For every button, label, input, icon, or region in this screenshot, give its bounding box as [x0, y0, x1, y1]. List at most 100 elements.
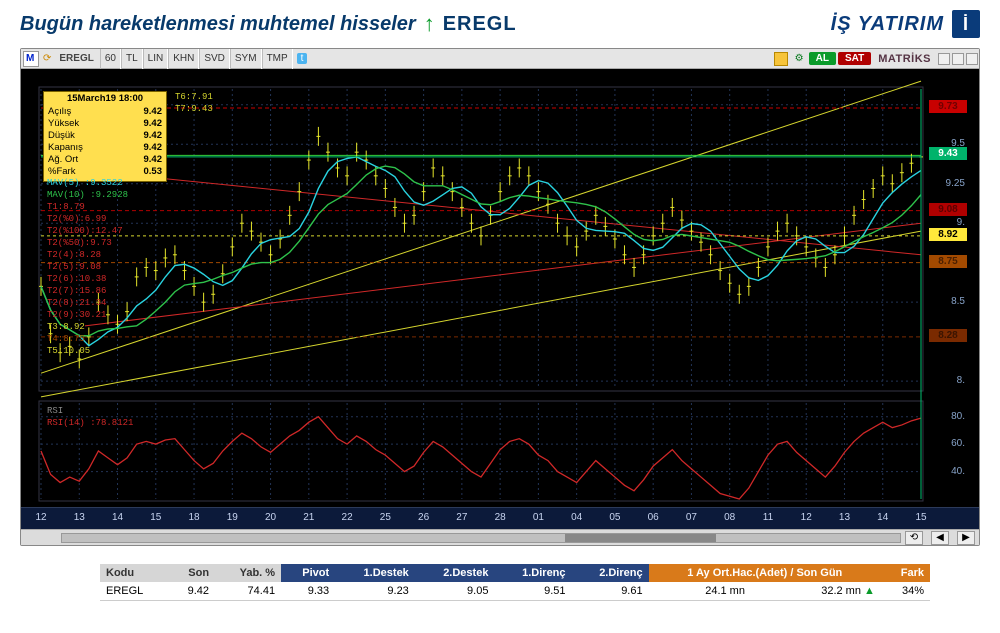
cell-d1: 9.23	[335, 582, 415, 601]
col-d1: 1.Destek	[335, 564, 415, 582]
page-header: Bugün hareketlenmesi muhtemel hisseler ↑…	[0, 0, 1000, 44]
cell-r2: 9.61	[572, 582, 649, 601]
minimize-icon[interactable]	[938, 53, 950, 65]
col-yab: Yab. %	[215, 564, 281, 582]
indicator-label: RSI(14) :78.8121	[47, 417, 133, 429]
date-tick: 27	[456, 512, 467, 523]
indicator-label: T2(4):8.28	[47, 249, 128, 261]
indicator-label: MAV(5) :9.3522	[47, 177, 128, 189]
maximize-icon[interactable]	[952, 53, 964, 65]
arrow-up-icon: ↑	[424, 11, 435, 37]
refresh-icon[interactable]: ⟳	[41, 53, 53, 64]
cell-h2: 32.2 mn ▲	[751, 582, 881, 601]
toolbar-btn-sym[interactable]: SYM	[230, 49, 262, 69]
date-tick: 14	[877, 512, 888, 523]
price-flag: 9.08	[929, 203, 967, 216]
chart-body[interactable]: 15March19 18:00 Açılış9.42Yüksek9.42Düşü…	[21, 69, 979, 529]
cell-kodu: EREGL	[100, 582, 169, 601]
scrollbar-thumb[interactable]	[565, 534, 716, 542]
col-fark: Fark	[881, 564, 930, 582]
date-tick: 26	[418, 512, 429, 523]
brand: İŞ YATIRIM İ	[831, 10, 980, 38]
price-flag: 9.43	[929, 147, 967, 160]
left-indicator-labels: MAV(5) :9.3522MAV(10) :9.2928T1:8.79T2(%…	[47, 177, 128, 357]
date-tick: 19	[227, 512, 238, 523]
y-tick: 9.	[957, 217, 965, 228]
scrollbar-track[interactable]	[61, 533, 901, 543]
date-tick: 07	[686, 512, 697, 523]
indicator-label: T2(9):30.21	[47, 309, 128, 321]
brand-logo-icon: İ	[952, 10, 980, 38]
page-title: Bugün hareketlenmesi muhtemel hisseler	[20, 13, 416, 36]
app-flag-icon	[23, 51, 39, 67]
date-tick: 04	[571, 512, 582, 523]
col-d2: 2.Destek	[415, 564, 495, 582]
indicator-label: T2(%100):12.47	[47, 225, 128, 237]
summary-data-row: EREGL 9.42 74.41 9.33 9.23 9.05 9.51 9.6…	[100, 582, 930, 601]
toolbar-btn-lin[interactable]: LIN	[143, 49, 169, 69]
rsi-tick: 80.	[951, 411, 965, 422]
cell-son: 9.42	[169, 582, 215, 601]
date-tick: 22	[342, 512, 353, 523]
toolbar-btn-tl[interactable]: TL	[121, 49, 143, 69]
col-pivot: Pivot	[281, 564, 335, 582]
indicator-label: T2(%0):6.99	[47, 213, 128, 225]
price-flag: 8.28	[929, 329, 967, 342]
close-icon[interactable]	[966, 53, 978, 65]
date-tick: 13	[839, 512, 850, 523]
sat-pill[interactable]: SAT	[838, 52, 871, 65]
matriks-brand: MATRİKS	[872, 53, 937, 65]
y-tick: 8.	[957, 375, 965, 386]
cell-pivot: 9.33	[281, 582, 335, 601]
ohlc-row: Ağ. Ort9.42	[48, 154, 162, 166]
al-pill[interactable]: AL	[809, 52, 836, 65]
date-tick: 15	[150, 512, 161, 523]
cell-h1: 24.1 mn	[649, 582, 751, 601]
toolbar-btn-tmp[interactable]: TMP	[262, 49, 293, 69]
summary-header-row: Kodu Son Yab. % Pivot 1.Destek 2.Destek …	[100, 564, 930, 582]
col-kodu: Kodu	[100, 564, 169, 582]
price-flag: 9.73	[929, 100, 967, 113]
cell-yab: 74.41	[215, 582, 281, 601]
book-icon[interactable]	[774, 52, 788, 66]
scroll-reset-icon[interactable]: ⟲	[905, 531, 923, 545]
indicator-label: MAV(10) :9.2928	[47, 189, 128, 201]
gear-icon[interactable]: ⚙	[791, 53, 808, 64]
chart-toolbar: ⟳ EREGL 60TLLINKHNSVDSYMTMP t ⚙ AL SAT M…	[21, 49, 979, 69]
price-flag: 8.92	[929, 228, 967, 241]
indicator-label: T7:9.43	[175, 103, 213, 115]
date-tick: 06	[648, 512, 659, 523]
toolbar-btn-khn[interactable]: KHN	[168, 49, 199, 69]
rsi-tick: 40.	[951, 466, 965, 477]
date-tick: 21	[303, 512, 314, 523]
mini-up-icon: ▲	[864, 585, 875, 597]
ohlc-row: Açılış9.42	[48, 106, 162, 118]
ohlc-row: Kapanış9.42	[48, 142, 162, 154]
date-tick: 08	[724, 512, 735, 523]
chart-scrollbar[interactable]: ⟲ ◀ ▶	[21, 529, 979, 545]
toolbar-btn-60[interactable]: 60	[100, 49, 121, 69]
twitter-icon[interactable]: t	[297, 53, 308, 64]
indicator-label: RSI	[47, 405, 133, 417]
scroll-right-icon[interactable]: ▶	[957, 531, 975, 545]
indicator-label: T2(%50):9.73	[47, 237, 128, 249]
toolbar-btn-svd[interactable]: SVD	[199, 49, 230, 69]
ohlc-datetime: 15March19 18:00	[48, 93, 162, 106]
cell-d2: 9.05	[415, 582, 495, 601]
y-tick: 8.5	[951, 296, 965, 307]
date-tick: 13	[74, 512, 85, 523]
date-tick: 15	[915, 512, 926, 523]
col-son: Son	[169, 564, 215, 582]
indicator-label: T1:8.79	[47, 201, 128, 213]
page-title-wrap: Bugün hareketlenmesi muhtemel hisseler ↑…	[20, 11, 517, 37]
toolbar-symbol: EREGL	[53, 53, 99, 64]
indicator-label: T4:8.75	[47, 333, 128, 345]
date-tick: 14	[112, 512, 123, 523]
indicator-label: T2(5):9.08	[47, 261, 128, 273]
ohlc-row: Düşük9.42	[48, 130, 162, 142]
scroll-left-icon[interactable]: ◀	[931, 531, 949, 545]
indicator-label: T5:10.05	[47, 345, 128, 357]
brand-text: İŞ YATIRIM	[831, 13, 944, 36]
col-r2: 2.Direnç	[572, 564, 649, 582]
indicator-label: T2(7):15.86	[47, 285, 128, 297]
